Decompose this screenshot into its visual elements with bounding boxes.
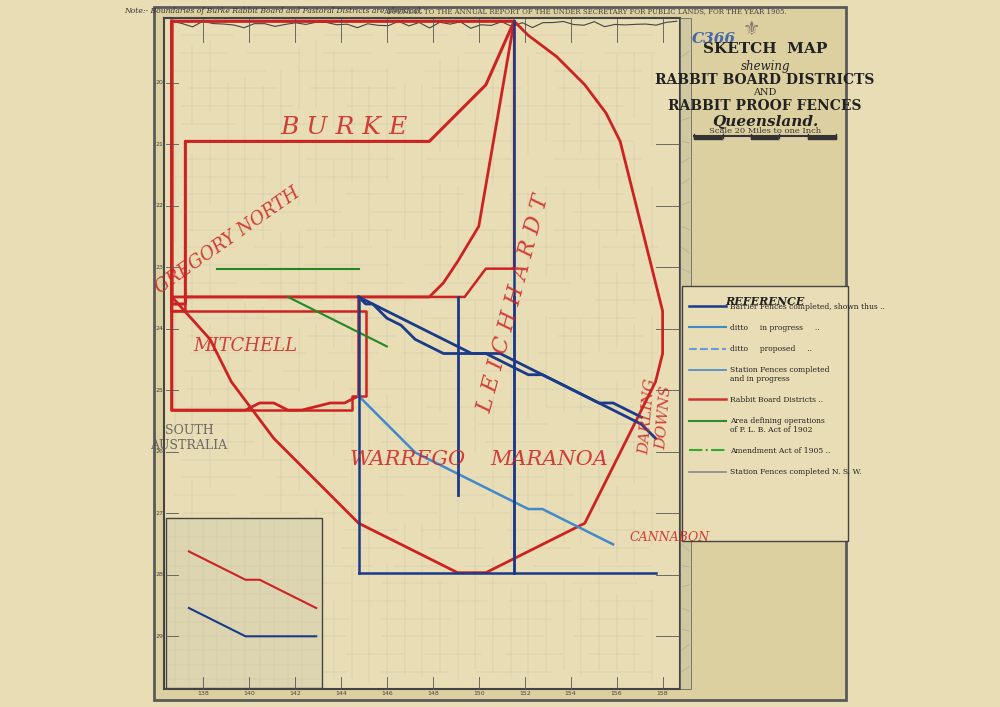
Text: Station Fences completed
and in progress: Station Fences completed and in progress xyxy=(730,366,829,383)
Text: 26: 26 xyxy=(155,449,163,455)
Bar xyxy=(680,18,691,689)
Text: MARANOA: MARANOA xyxy=(491,450,608,469)
Text: C366: C366 xyxy=(692,32,736,46)
Bar xyxy=(166,518,322,688)
Text: 150: 150 xyxy=(473,691,485,696)
Text: ditto     in progress     ..: ditto in progress .. xyxy=(730,324,819,332)
Text: L E I C H H A R D T: L E I C H H A R D T xyxy=(474,192,554,416)
Text: 24: 24 xyxy=(155,326,163,332)
Text: 156: 156 xyxy=(611,691,622,696)
Text: REFERENCE: REFERENCE xyxy=(725,296,805,307)
Text: 20: 20 xyxy=(155,80,163,86)
Text: 146: 146 xyxy=(381,691,393,696)
Text: ditto     proposed     ..: ditto proposed .. xyxy=(730,345,812,353)
Text: RABBIT BOARD DISTRICTS: RABBIT BOARD DISTRICTS xyxy=(655,73,875,87)
Text: Area defining operations
of P. L. B. Act of 1902: Area defining operations of P. L. B. Act… xyxy=(730,417,825,434)
Text: SOUTH
AUSTRALIA: SOUTH AUSTRALIA xyxy=(150,424,227,452)
Text: shewing: shewing xyxy=(740,60,790,73)
Text: 152: 152 xyxy=(519,691,531,696)
Text: 27: 27 xyxy=(155,510,163,516)
Text: 22: 22 xyxy=(155,203,163,209)
Text: 28: 28 xyxy=(155,572,163,578)
Text: Barrier Fences completed, shown thus ..: Barrier Fences completed, shown thus .. xyxy=(730,303,885,310)
Bar xyxy=(164,18,680,689)
Text: DARLING
DOWNS: DARLING DOWNS xyxy=(637,378,674,457)
FancyBboxPatch shape xyxy=(154,7,846,700)
Text: 148: 148 xyxy=(427,691,439,696)
Bar xyxy=(685,21,844,318)
Text: SKETCH  MAP: SKETCH MAP xyxy=(703,42,827,57)
Text: 144: 144 xyxy=(335,691,347,696)
Text: 29: 29 xyxy=(155,633,163,639)
Text: 25: 25 xyxy=(155,387,163,393)
Text: Rabbit Board Districts ..: Rabbit Board Districts .. xyxy=(730,396,823,404)
Text: GREGORY NORTH: GREGORY NORTH xyxy=(152,184,303,297)
Text: 21: 21 xyxy=(155,141,163,147)
FancyBboxPatch shape xyxy=(682,286,848,541)
Text: CANNABON: CANNABON xyxy=(630,531,710,544)
Text: B U R K E: B U R K E xyxy=(281,116,408,139)
Text: MITCHELL: MITCHELL xyxy=(193,337,298,356)
Text: AND: AND xyxy=(753,88,777,98)
Text: WARREGO: WARREGO xyxy=(350,450,466,469)
Text: APPENDIX TO THE ANNUAL REPORT OF THE UNDER SECRETARY FOR PUBLIC LANDS, FOR THE Y: APPENDIX TO THE ANNUAL REPORT OF THE UND… xyxy=(383,7,787,15)
Text: 138: 138 xyxy=(197,691,209,696)
Text: 142: 142 xyxy=(289,691,301,696)
Text: RABBIT PROOF FENCES: RABBIT PROOF FENCES xyxy=(668,99,862,113)
Text: Note:- Boundaries of Burke Rabbit Board and Pastoral Districts are identical.: Note:- Boundaries of Burke Rabbit Board … xyxy=(124,7,423,15)
Text: 140: 140 xyxy=(243,691,255,696)
Text: Amendment Act of 1905 ..: Amendment Act of 1905 .. xyxy=(730,447,830,455)
Text: Queensland.: Queensland. xyxy=(712,115,818,129)
Text: Station Fences completed N. S. W.: Station Fences completed N. S. W. xyxy=(730,468,861,476)
Text: 154: 154 xyxy=(565,691,577,696)
Text: Scale 20 Miles to one Inch: Scale 20 Miles to one Inch xyxy=(709,127,821,135)
Text: 158: 158 xyxy=(657,691,668,696)
Text: ⚜: ⚜ xyxy=(742,20,760,39)
Text: 23: 23 xyxy=(155,264,163,270)
